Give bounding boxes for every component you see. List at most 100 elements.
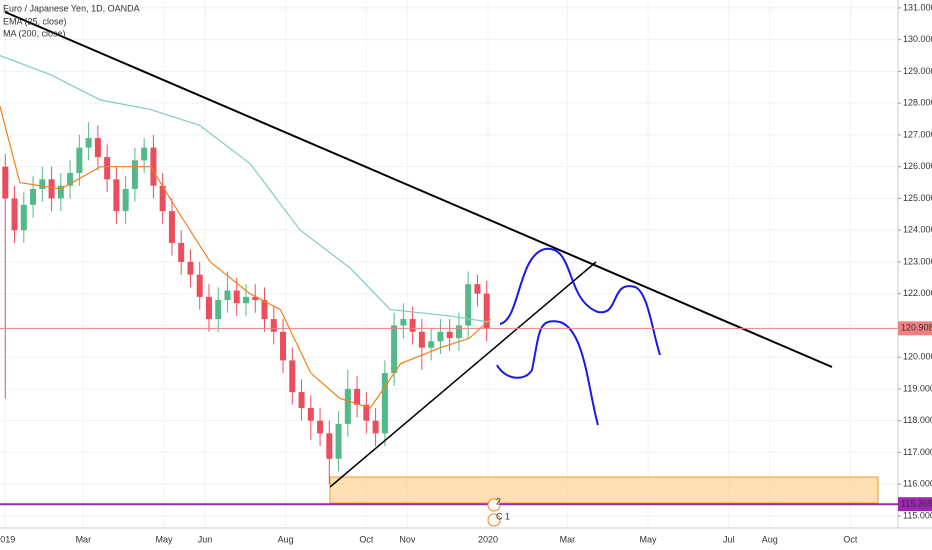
candle-body (2, 166, 9, 199)
price-label-box (898, 321, 932, 336)
candle-body (381, 373, 388, 434)
candle-body (474, 284, 481, 294)
x-tick-label: Oct (359, 534, 374, 544)
candle-body (270, 319, 277, 332)
y-tick-label: 118.000 (903, 415, 932, 425)
candle-body (446, 331, 453, 339)
event-icon (487, 513, 501, 527)
y-tick-label: 123.000 (903, 256, 932, 266)
x-tick-label: Jul (723, 534, 735, 544)
indicator-line (0, 106, 492, 409)
y-tick-label: 117.000 (903, 447, 932, 457)
candle-body (363, 404, 370, 421)
candle-body (372, 420, 379, 434)
x-tick-label: Aug (278, 534, 294, 544)
candle-body (57, 185, 64, 199)
candle-body (168, 211, 175, 243)
candle-body (437, 331, 444, 342)
candle-body (465, 284, 472, 326)
price-label: 120.908 (901, 323, 932, 333)
candle-body (11, 198, 18, 231)
x-tick-label: Jun (198, 534, 213, 544)
y-tick-label: 116.000 (903, 479, 932, 489)
candle-body (187, 261, 194, 275)
y-tick-label: 125.000 (903, 193, 932, 203)
demand-zone (329, 476, 879, 504)
candle-body (242, 296, 249, 304)
y-tick-label: 129.000 (903, 66, 932, 76)
x-tick-label: 2020 (478, 534, 498, 544)
x-tick-label: May (155, 534, 173, 544)
price-label-box (898, 497, 932, 512)
candle-body (20, 204, 27, 231)
candle-body (94, 138, 101, 158)
candle-body (67, 173, 74, 186)
candle-body (30, 188, 37, 205)
legend-entry: EMA (25, close) (3, 16, 67, 26)
candle-body (317, 420, 324, 434)
candle-body (233, 290, 240, 304)
candle-body (104, 157, 111, 180)
candle-body (215, 300, 222, 320)
candle-body (150, 147, 157, 186)
candle-body (289, 360, 296, 393)
trendline (329, 261, 597, 488)
x-tick-label: Nov (399, 534, 416, 544)
candle-body (205, 296, 212, 320)
candle-body (252, 296, 259, 301)
y-tick-label: 128.000 (903, 98, 932, 108)
candle-body (280, 331, 287, 361)
candle-body (418, 331, 425, 348)
candle-body (224, 290, 231, 301)
candle-body (428, 341, 435, 348)
candle-body (122, 188, 129, 212)
legend-entry: MA (200, close) (3, 28, 66, 38)
candle-body (178, 242, 185, 262)
candle-body (391, 325, 398, 374)
candle-body (196, 274, 203, 297)
y-tick-label: 122.000 (903, 288, 932, 298)
candle-body (307, 407, 314, 421)
y-tick-label: 120.000 (903, 352, 932, 362)
candle-body (48, 179, 55, 199)
y-tick-label: 127.000 (903, 129, 932, 139)
x-tick-label: 2019 (0, 534, 15, 544)
y-tick-label: 130.000 (903, 34, 932, 44)
price-label: 115.369 (901, 499, 932, 509)
x-tick-label: May (640, 534, 658, 544)
chart-title: Euro / Japanese Yen, 1D, OANDA (3, 3, 140, 13)
candle-body (400, 319, 407, 326)
y-tick-label: 119.000 (903, 383, 932, 393)
candle-body (298, 392, 305, 408)
candle-body (159, 185, 166, 212)
x-tick-label: Aug (762, 534, 778, 544)
projection (499, 247, 661, 356)
x-tick-label: Mar (560, 534, 576, 544)
candle-body (113, 179, 120, 212)
candle-body (409, 319, 416, 332)
projection (496, 320, 599, 426)
x-tick-label: Oct (843, 534, 858, 544)
candle-body (354, 388, 361, 405)
candle-body (483, 293, 490, 329)
y-tick-label: 126.000 (903, 161, 932, 171)
event-label: C 1 (496, 511, 510, 521)
candle-body (455, 325, 462, 339)
y-tick-label: 124.000 (903, 225, 932, 235)
candle-body (344, 388, 351, 424)
candle-body (335, 423, 342, 459)
trendline (4, 11, 833, 368)
y-tick-label: 115.000 (903, 510, 932, 520)
plot (0, 55, 492, 485)
indicator-line (0, 55, 491, 323)
candle-body (326, 433, 333, 459)
x-tick-label: Mar (76, 534, 92, 544)
candle-body (85, 138, 92, 148)
legend: Euro / Japanese Yen, 1D, OANDA EMA (25, … (3, 3, 140, 38)
event-label: 2 (496, 496, 501, 506)
drawings (4, 11, 833, 488)
candle-body (261, 300, 268, 320)
candle-body (39, 179, 46, 189)
